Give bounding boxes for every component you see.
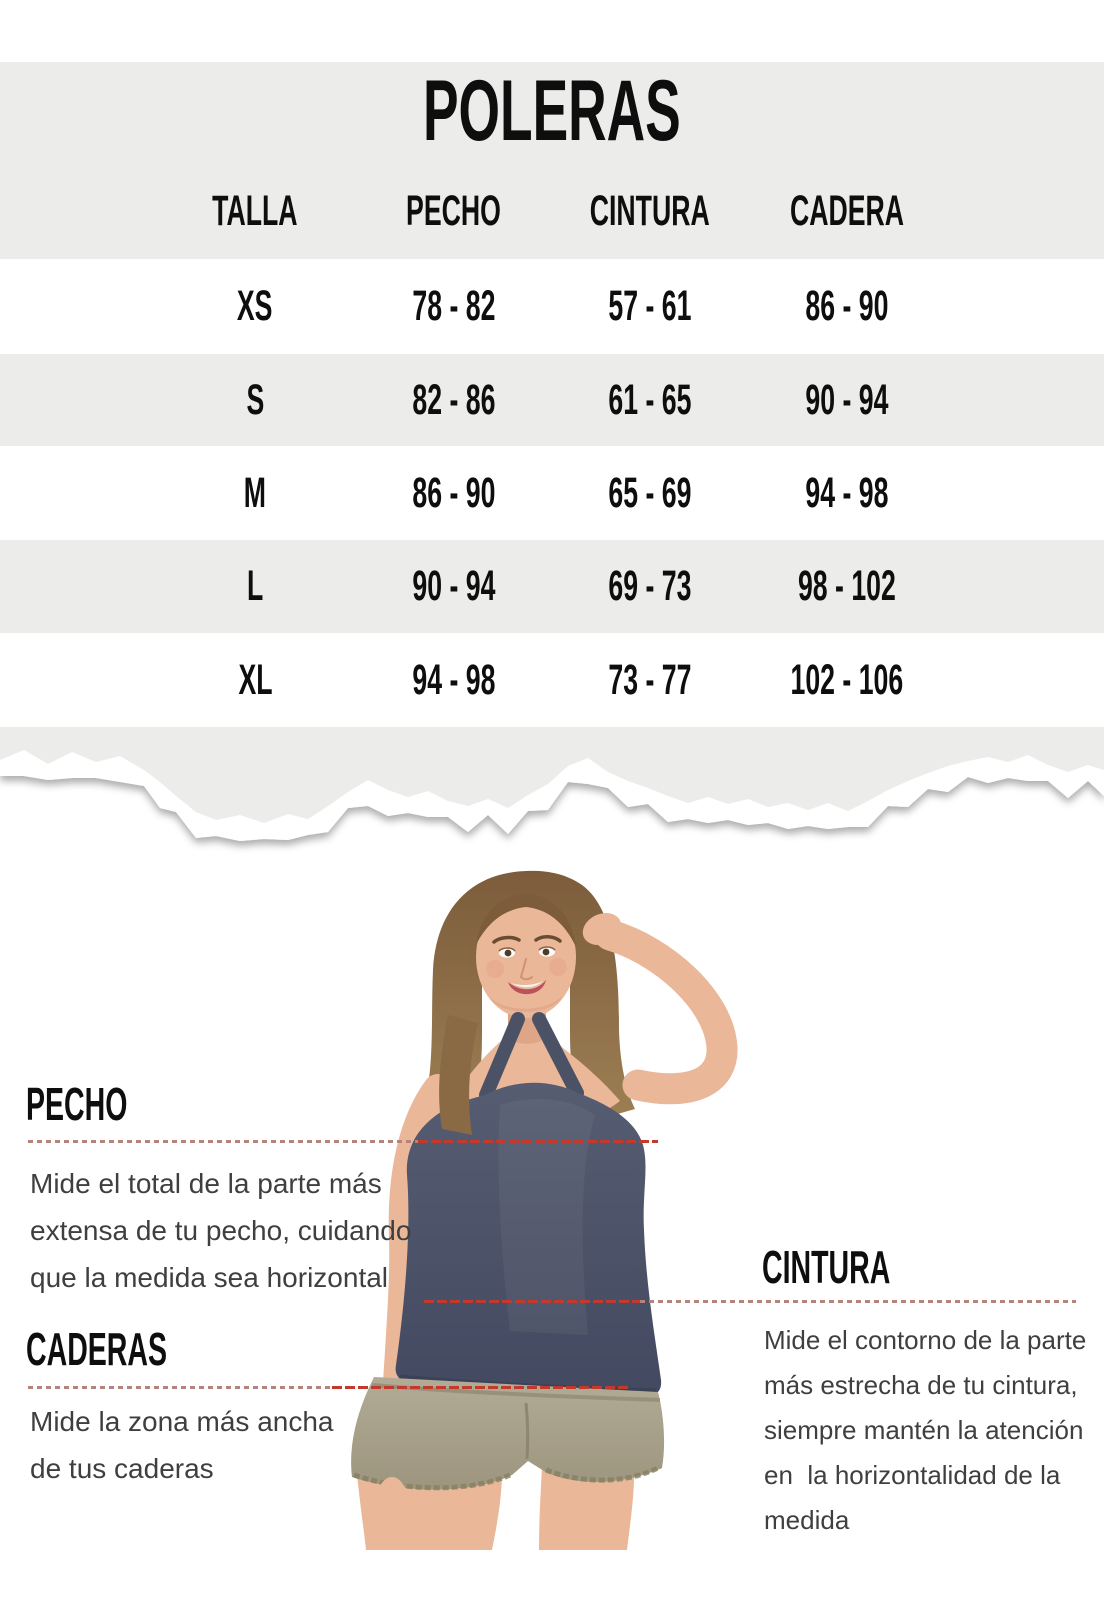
shorts-fly: [524, 1402, 530, 1460]
table-row-stripe: [0, 259, 1104, 354]
table-cell: 86 - 90: [411, 468, 496, 517]
smile: [508, 980, 546, 995]
table-cell: 102 - 106: [790, 655, 903, 704]
table-cell: 78 - 82: [411, 282, 496, 330]
face: [476, 896, 576, 1018]
nose: [519, 958, 533, 981]
left-iris: [504, 949, 512, 957]
size-table: TALLA PECHO CINTURA CADERA XS 78 - 82 57…: [155, 163, 945, 727]
section-text-pecho: Mide el total de la parte más extensa de…: [30, 1160, 411, 1301]
text-line: siempre mantén la atención: [764, 1415, 1084, 1445]
section-heading-caderas: CADERAS: [26, 1323, 168, 1375]
page-title: POLERAS: [0, 68, 1104, 154]
hips-measure-line-over-model: [332, 1386, 628, 1389]
table-cell: 69 - 73: [608, 562, 692, 610]
model-photo: [351, 870, 738, 1550]
tank-highlight: [498, 1099, 595, 1335]
waist-measure-line: [640, 1300, 1076, 1303]
right-eyebrow: [534, 935, 562, 943]
text-line: medida: [764, 1505, 850, 1535]
gray-panel-background: [0, 62, 1104, 727]
table-header-cell: PECHO: [355, 163, 552, 259]
text-line: Mide el contorno de la parte: [764, 1325, 1087, 1355]
tank-top: [395, 1082, 662, 1396]
table-cell-size: L: [246, 562, 264, 610]
table-cell-size: XL: [237, 655, 273, 704]
table-cell: 94 - 98: [411, 655, 496, 704]
torn-white-strip: [0, 750, 1104, 841]
table-cell: 73 - 77: [608, 655, 692, 704]
left-eyelid: [498, 947, 516, 952]
table-row-stripe: [0, 633, 1104, 727]
chest-measure-line-over-model: [418, 1140, 658, 1143]
text-line: más estrecha de tu cintura,: [764, 1370, 1078, 1400]
right-eyelid: [538, 946, 556, 951]
text-line: Mide la zona más ancha: [30, 1406, 334, 1437]
table-cell-size: XS: [237, 282, 273, 330]
table-cell-size: S: [246, 375, 264, 424]
table-cell: 94 - 98: [804, 468, 889, 517]
header-talla: TALLA: [212, 186, 298, 235]
table-cell: 61 - 65: [608, 375, 692, 424]
table-cell-size: M: [243, 468, 267, 517]
hair-fringe: [476, 893, 576, 947]
torn-gray-top: [0, 727, 1104, 823]
table-cell: 90 - 94: [411, 562, 496, 610]
table-header-cell: CADERA: [748, 163, 945, 259]
text-line: extensa de tu pecho, cuidando: [30, 1215, 412, 1246]
section-text-cintura: Mide el contorno de la parte más estrech…: [764, 1318, 1086, 1543]
text-line: Mide el total de la parte más: [30, 1168, 382, 1199]
hair-strand: [439, 1015, 478, 1135]
page-title-text: POLERAS: [423, 63, 681, 159]
raised-hand: [582, 913, 622, 945]
text-line: de tus caderas: [30, 1453, 214, 1484]
header-cintura: CINTURA: [590, 186, 710, 235]
hips-measure-line: [28, 1386, 332, 1389]
blush-left: [486, 960, 504, 978]
header-cadera: CADERA: [789, 186, 904, 235]
tank-strap-right: [532, 1012, 584, 1100]
tank-strap-left: [479, 1012, 525, 1102]
jaw-shadow: [490, 995, 563, 1012]
header-pecho: PECHO: [406, 186, 501, 235]
shorts: [351, 1377, 665, 1490]
blush-right: [549, 958, 567, 976]
table-cell: 86 - 90: [804, 282, 889, 330]
section-heading-cintura: CINTURA: [762, 1241, 891, 1293]
table-cell: 82 - 86: [411, 375, 496, 424]
chest-measure-line: [28, 1140, 418, 1143]
text-line: que la medida sea horizontal: [30, 1262, 389, 1293]
section-heading-pecho: PECHO: [26, 1078, 128, 1130]
shorts-hem-left: [353, 1472, 512, 1491]
left-eyebrow: [492, 935, 521, 944]
waist-measure-line-over-model: [424, 1300, 640, 1303]
hanging-hand: [374, 1477, 410, 1545]
table-cell: 90 - 94: [804, 375, 889, 424]
raised-arm: [594, 919, 738, 1105]
shorts-hem-right: [545, 1464, 662, 1483]
table-cell: 65 - 69: [608, 468, 692, 517]
section-text-caderas: Mide la zona más ancha de tus caderas: [30, 1398, 334, 1492]
teeth: [511, 981, 543, 988]
right-iris: [542, 948, 550, 956]
right-thigh: [539, 1465, 635, 1550]
table-header-cell: CINTURA: [552, 163, 748, 259]
torn-paper-edge: [0, 727, 1104, 841]
text-line: en la horizontalidad de la: [764, 1460, 1061, 1490]
table-cell: 98 - 102: [797, 562, 896, 610]
table-header-cell: TALLA: [155, 163, 355, 259]
table-cell: 57 - 61: [608, 282, 692, 330]
table-row-stripe: [0, 446, 1104, 540]
